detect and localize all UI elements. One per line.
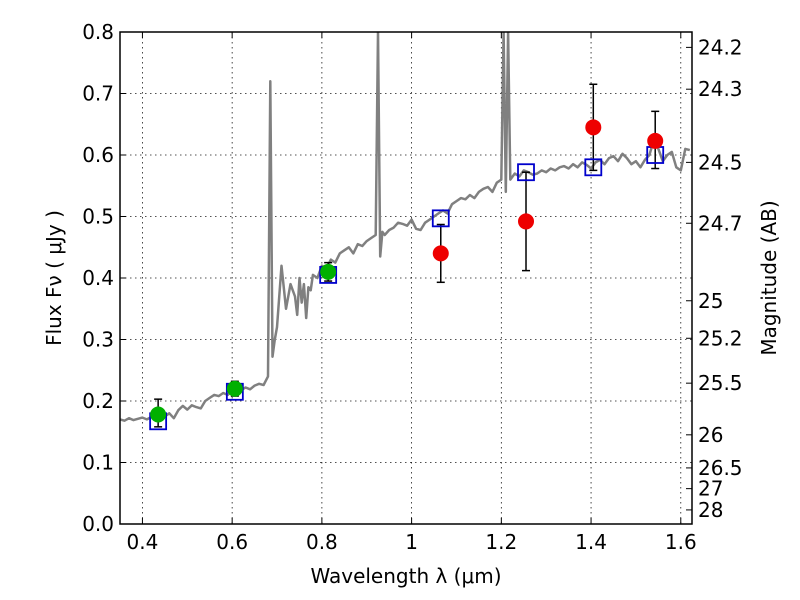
x-tick-label: 0.6 — [216, 530, 248, 554]
observed-point — [647, 132, 664, 149]
y-tick-label: 0.0 — [82, 512, 114, 536]
model-square-marker — [517, 163, 535, 182]
mag-tick-label: 26.5 — [698, 456, 743, 480]
y-axis-right-label: Magnitude (AB) — [757, 200, 781, 355]
observed-point — [585, 119, 602, 136]
grid-layer — [120, 32, 692, 524]
x-tick-label: 0.8 — [306, 530, 338, 554]
ticks-layer: 0.4 0.6 0.8 1 1.2 1.4 1.6 0.0 0.1 0.2 0.3 0.4 0.5 0.6… — [82, 20, 742, 554]
spectrum-layer — [120, 32, 691, 422]
y-tick-label: 0.5 — [82, 205, 114, 229]
observed-point — [432, 245, 449, 262]
mag-tick-label: 24.3 — [698, 77, 743, 101]
model-square-marker — [584, 158, 603, 177]
mag-tick-label: 24.5 — [698, 150, 743, 174]
y-tick-label: 0.4 — [82, 266, 114, 290]
mag-tick-label: 28 — [698, 498, 723, 522]
observed-point — [226, 380, 243, 397]
mag-tick-label: 24.7 — [698, 211, 743, 235]
mag-tick-label: 27 — [698, 477, 723, 501]
x-tick-label: 1 — [405, 530, 418, 554]
observed-point — [150, 406, 167, 423]
y-tick-label: 0.7 — [82, 82, 114, 106]
mag-tick-label: 24.2 — [698, 35, 743, 59]
x-tick-label: 0.4 — [127, 530, 159, 554]
observed-point — [320, 263, 337, 280]
y-tick-label: 0.6 — [82, 143, 114, 167]
mag-tick-label: 25 — [698, 289, 723, 313]
model-square-marker — [431, 209, 450, 228]
x-axis-label: Wavelength λ (μm) — [310, 564, 501, 588]
x-tick-label: 1.2 — [485, 530, 517, 554]
mag-tick-label: 26 — [698, 423, 723, 447]
mag-tick-label: 25.2 — [698, 326, 743, 350]
y-axis-label: Flux Fν ( μJy ) — [42, 210, 66, 346]
y-tick-label: 0.2 — [82, 389, 114, 413]
marker-layer — [149, 119, 665, 431]
mag-tick-label: 25.5 — [698, 371, 743, 395]
observed-point — [518, 213, 535, 230]
spectrum-line — [120, 32, 691, 422]
x-tick-label: 1.6 — [665, 530, 697, 554]
errorbar-layer — [154, 83, 660, 428]
x-tick-label: 1.4 — [575, 530, 607, 554]
y-tick-label: 0.3 — [82, 328, 114, 352]
y-tick-label: 0.1 — [82, 451, 114, 475]
y-tick-label: 0.8 — [82, 20, 114, 44]
